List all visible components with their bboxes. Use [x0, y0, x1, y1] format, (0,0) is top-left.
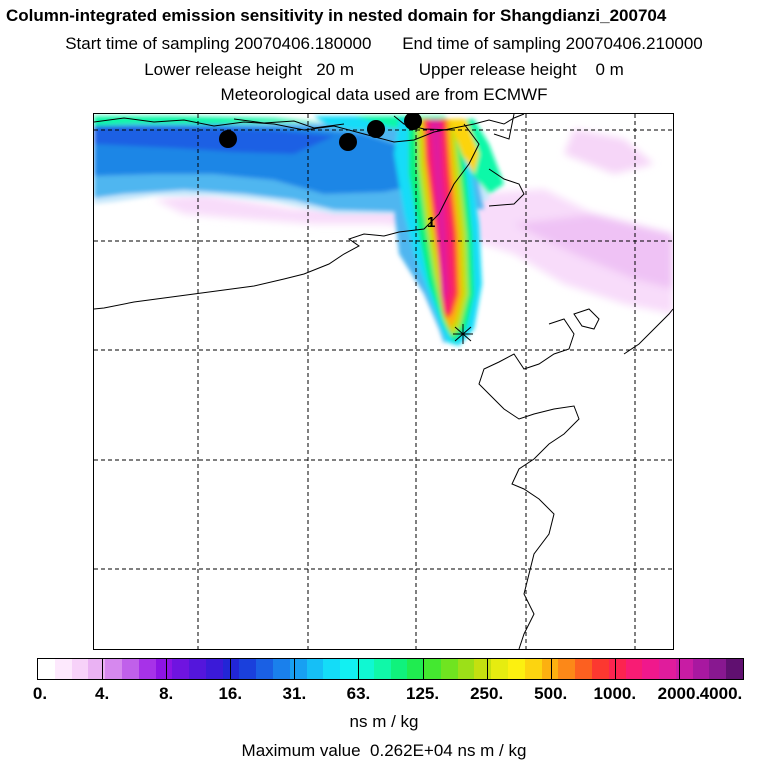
colorbar-segment [373, 659, 392, 679]
centroid-marker [404, 114, 422, 130]
colorbar-tick [294, 659, 296, 679]
colorbar-segment [155, 659, 173, 679]
centroid-marker [367, 120, 385, 138]
colorbar-segment [675, 659, 694, 679]
maximum-value-line: Maximum value 0.262E+04 ns m / kg [0, 741, 768, 761]
colorbar-segment [356, 659, 375, 679]
colorbar-tick-label: 250. [470, 684, 504, 703]
colorbar-tick [486, 659, 488, 679]
lat-lon-grid [94, 114, 673, 649]
colorbar-segment [440, 659, 459, 679]
colorbar-tick-label: 0. [32, 684, 48, 703]
map-panel: 1 [93, 113, 674, 650]
centroid-marker [339, 133, 357, 151]
colorbar-segment [306, 659, 324, 679]
start-time-label: Start time of sampling [65, 34, 230, 53]
colorbar-tick-label: 8. [159, 684, 174, 703]
maximum-value: 0.262E+04 [370, 741, 453, 760]
colorbar-segment [591, 659, 610, 679]
colorbar-segment [189, 659, 207, 679]
plume-centroid-markers [219, 114, 422, 151]
colorbar-segment [88, 659, 106, 679]
cluster-label: 1 [427, 214, 435, 231]
maximum-units: ns m / kg [457, 741, 527, 760]
colorbar [37, 658, 744, 680]
colorbar-tick-label: 63. [346, 684, 371, 703]
colorbar-tick [166, 659, 168, 679]
colorbar-segment [121, 659, 140, 679]
colorbar-tick [678, 659, 680, 679]
lower-height-value: 20 m [316, 60, 354, 79]
colorbar-units: ns m / kg [349, 712, 419, 731]
upper-height-value: 0 m [595, 60, 624, 79]
sampling-times: Start time of sampling 20070406.180000 E… [0, 34, 768, 54]
colorbar-segment [289, 659, 308, 679]
colorbar-segment [38, 659, 56, 679]
colorbar-segment [273, 659, 291, 679]
maximum-label: Maximum value [241, 741, 361, 760]
colorbar-segment [390, 659, 408, 679]
colorbar-segment [524, 659, 543, 679]
colorbar-segment [138, 659, 157, 679]
colorbar-tick [422, 659, 424, 679]
colorbar-segment [205, 659, 224, 679]
sensitivity-field-low [154, 129, 673, 314]
colorbar-segment [692, 659, 711, 679]
colorbar-tick-label: 16. [218, 684, 243, 703]
colorbar-tick [102, 659, 104, 679]
colorbar-segment [172, 659, 190, 679]
colorbar-segment [726, 659, 743, 679]
met-data-source: Meteorological data used are from ECMWF [220, 85, 548, 104]
colorbar-tick [550, 659, 552, 679]
colorbar-tick-label: 4000. [699, 684, 743, 703]
colorbar-segment [575, 659, 593, 679]
colorbar-tick-label: 31. [282, 684, 307, 703]
upper-height-label: Upper release height [418, 60, 577, 79]
start-time-value: 20070406.180000 [234, 34, 372, 53]
colorbar-segment [222, 659, 241, 679]
colorbar-tick [230, 659, 232, 679]
colorbar-tick-label: 4. [94, 684, 110, 703]
colorbar-segment [709, 659, 727, 679]
end-time-value: 20070406.210000 [565, 34, 703, 53]
colorbar-segment [508, 659, 526, 679]
colorbar-segment [625, 659, 643, 679]
colorbar-tick-label: 2000. [657, 684, 701, 703]
colorbar-tick-label: 1000. [593, 684, 637, 703]
colorbar-segment [457, 659, 476, 679]
colorbar-segment [541, 659, 559, 679]
colorbar-segment [474, 659, 492, 679]
colorbar-tick-label: 125. [405, 684, 440, 703]
colorbar-segment [642, 659, 660, 679]
colorbar-tick [614, 659, 616, 679]
colorbar-segment [608, 659, 627, 679]
colorbar-segment [491, 659, 509, 679]
colorbar-segment [54, 659, 73, 679]
colorbar-segment [407, 659, 425, 679]
colorbar-segment [340, 659, 358, 679]
colorbar-segment [239, 659, 257, 679]
map-canvas: 1 [94, 114, 673, 649]
centroid-marker [219, 130, 237, 148]
sensitivity-field [94, 116, 504, 346]
release-heights: Lower release height 20 m Upper release … [0, 60, 768, 80]
end-time-label: End time of sampling [402, 34, 561, 53]
colorbar-tick [358, 659, 360, 679]
colorbar-segment [424, 659, 442, 679]
colorbar-segment [659, 659, 677, 679]
colorbar-segment [105, 659, 123, 679]
colorbar-segment [558, 659, 576, 679]
colorbar-segment [323, 659, 341, 679]
colorbar-tick-label: 500. [534, 684, 568, 703]
colorbar-segment [71, 659, 89, 679]
lower-height-label: Lower release height [144, 60, 303, 79]
colorbar-segment [256, 659, 274, 679]
release-site-star-icon [453, 324, 473, 344]
plot-title: Column-integrated emission sensitivity i… [6, 6, 667, 25]
